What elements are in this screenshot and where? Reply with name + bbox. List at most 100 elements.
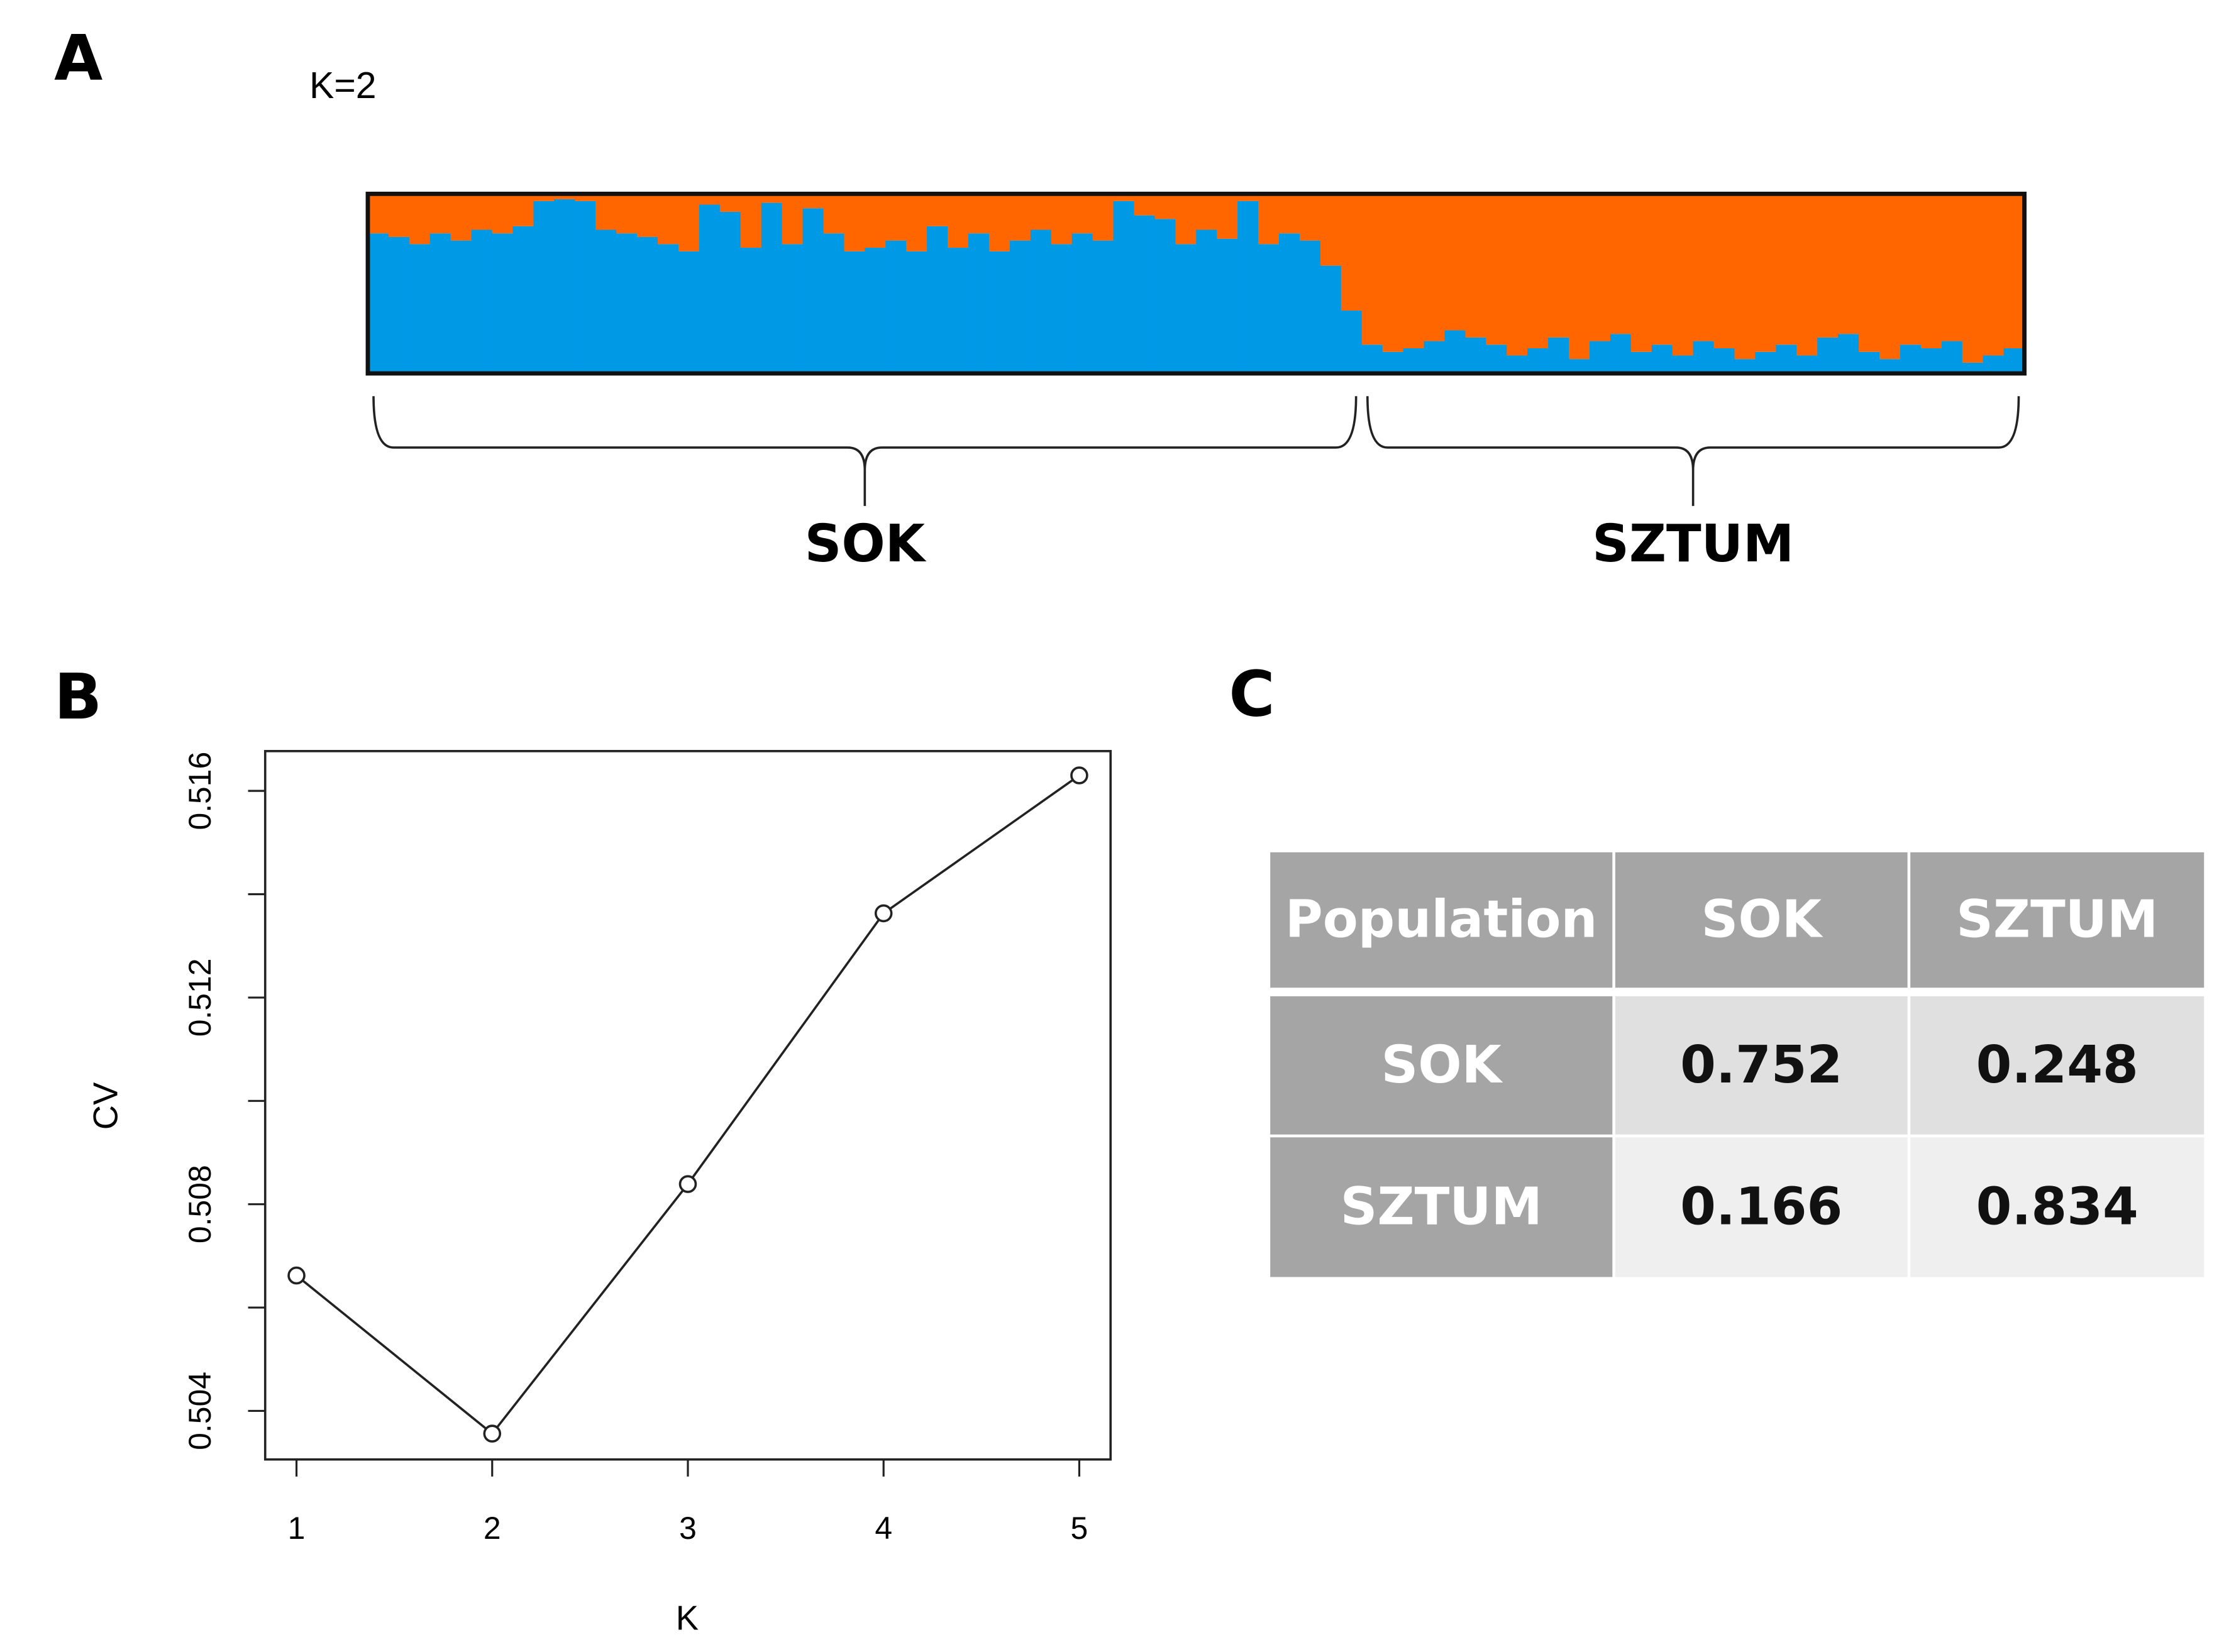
table-text: 0.834 bbox=[1976, 1177, 2138, 1236]
ancestry-segment bbox=[1713, 194, 1735, 349]
ancestry-segment bbox=[740, 194, 762, 248]
ancestry-segment bbox=[1713, 348, 1735, 374]
ancestry-segment bbox=[1941, 341, 1963, 374]
ancestry-segment bbox=[492, 194, 514, 234]
ancestry-segment bbox=[948, 248, 969, 374]
ancestry-segment bbox=[471, 229, 493, 374]
ancestry-segment bbox=[678, 194, 700, 251]
ancestry-segment bbox=[988, 194, 1010, 251]
table-cell bbox=[1270, 1137, 1613, 1277]
ancestry-segment bbox=[1859, 194, 1880, 352]
ancestry-segment bbox=[1030, 229, 1052, 374]
ancestry-segment bbox=[1444, 194, 1466, 331]
ancestry-segment bbox=[1962, 362, 1984, 374]
ancestry-segment bbox=[761, 194, 783, 203]
ancestry-segment bbox=[658, 244, 679, 374]
ancestry-segment bbox=[554, 199, 576, 374]
cv-point bbox=[678, 1175, 697, 1193]
ancestry-segment bbox=[1527, 194, 1549, 349]
ancestry-segment bbox=[1755, 351, 1777, 374]
ancestry-segment bbox=[927, 226, 948, 374]
ancestry-segment bbox=[988, 251, 1010, 374]
ancestry-segment bbox=[844, 251, 866, 374]
ancestry-segment bbox=[2003, 194, 2025, 349]
ancestry-segment bbox=[865, 248, 887, 374]
table-cell bbox=[1615, 1137, 1908, 1277]
ancestry-segment bbox=[1278, 233, 1300, 374]
ancestry-segment bbox=[388, 194, 410, 237]
ancestry-segment bbox=[1879, 194, 1901, 360]
panel-letter: A bbox=[54, 21, 102, 95]
ancestry-segment bbox=[1278, 194, 1300, 234]
ancestry-segment bbox=[1672, 194, 1694, 356]
ancestry-segment bbox=[1610, 334, 1632, 374]
ancestry-segment bbox=[1299, 240, 1321, 374]
x-tick-label: 5 bbox=[1071, 1511, 1088, 1546]
ancestry-segment bbox=[823, 233, 845, 374]
ancestry-segment bbox=[782, 244, 804, 374]
ancestry-segment bbox=[1465, 194, 1487, 338]
ancestry-segment bbox=[1030, 194, 1052, 230]
ancestry-segment bbox=[575, 201, 597, 374]
ancestry-segment bbox=[1258, 194, 1280, 245]
cv-line bbox=[296, 774, 1080, 1436]
table-cell bbox=[1615, 852, 1908, 988]
ancestry-segment bbox=[1776, 344, 1798, 374]
ancestry-segment bbox=[1776, 194, 1798, 345]
ancestry-segment bbox=[1134, 215, 1156, 374]
ancestry-segment bbox=[1838, 194, 1860, 334]
ancestry-segment bbox=[450, 194, 472, 241]
ancestry-segment bbox=[1920, 348, 1942, 374]
ancestry-segment bbox=[1796, 194, 1818, 356]
ancestry-segment bbox=[1796, 355, 1818, 374]
ancestry-segment bbox=[616, 194, 638, 234]
ancestry-segment bbox=[450, 240, 472, 374]
y-tick-label: 0.516 bbox=[182, 752, 218, 830]
ancestry-segment bbox=[1734, 359, 1756, 374]
ancestry-segment bbox=[1382, 194, 1404, 352]
ancestry-segment bbox=[761, 202, 783, 374]
ancestry-segment bbox=[1403, 194, 1425, 349]
ancestry-segment bbox=[1507, 194, 1529, 356]
panel-letter: B bbox=[54, 660, 102, 734]
ancestry-segment bbox=[471, 194, 493, 230]
ancestry-segment bbox=[968, 194, 990, 234]
ancestry-segment bbox=[927, 194, 948, 226]
ancestry-segment bbox=[1630, 194, 1652, 352]
ancestry-segment bbox=[1009, 194, 1031, 241]
ancestry-segment bbox=[429, 194, 451, 234]
ancestry-segment bbox=[595, 229, 617, 374]
ancestry-segment bbox=[409, 244, 431, 374]
ancestry-segment bbox=[1113, 201, 1135, 374]
ancestry-segment bbox=[1196, 229, 1218, 374]
x-tick-label: 4 bbox=[875, 1511, 892, 1546]
ancestry-segment bbox=[1175, 244, 1197, 374]
ancestry-segment bbox=[1983, 355, 2005, 374]
ancestry-segment bbox=[1672, 355, 1694, 374]
ancestry-segment bbox=[1589, 341, 1611, 374]
ancestry-segment bbox=[409, 194, 431, 245]
ancestry-segment bbox=[1361, 194, 1383, 345]
ancestry-segment bbox=[1071, 194, 1093, 234]
x-tick-label: 1 bbox=[288, 1511, 306, 1546]
ancestry-segment bbox=[1569, 194, 1590, 360]
structure-frame bbox=[365, 191, 2027, 376]
ancestry-segment bbox=[1548, 337, 1569, 374]
ancestry-segment bbox=[1382, 351, 1404, 374]
table-cell bbox=[1910, 852, 2205, 988]
ancestry-segment bbox=[968, 233, 990, 374]
ancestry-segment bbox=[1630, 351, 1652, 374]
ancestry-segment bbox=[1113, 194, 1135, 201]
ancestry-segment bbox=[1548, 194, 1569, 338]
ancestry-segment bbox=[1983, 194, 2005, 356]
ancestry-segment bbox=[1817, 194, 1839, 338]
ancestry-segment bbox=[1817, 337, 1839, 374]
ancestry-segment bbox=[823, 194, 845, 234]
ancestry-segment bbox=[1859, 351, 1880, 374]
ancestry-segment bbox=[1071, 233, 1093, 374]
ancestry-segment bbox=[1341, 194, 1363, 311]
ancestry-segment bbox=[1941, 194, 1963, 341]
ancestry-segment bbox=[1341, 311, 1363, 374]
ancestry-segment bbox=[512, 226, 534, 374]
group-brace bbox=[372, 396, 1358, 506]
